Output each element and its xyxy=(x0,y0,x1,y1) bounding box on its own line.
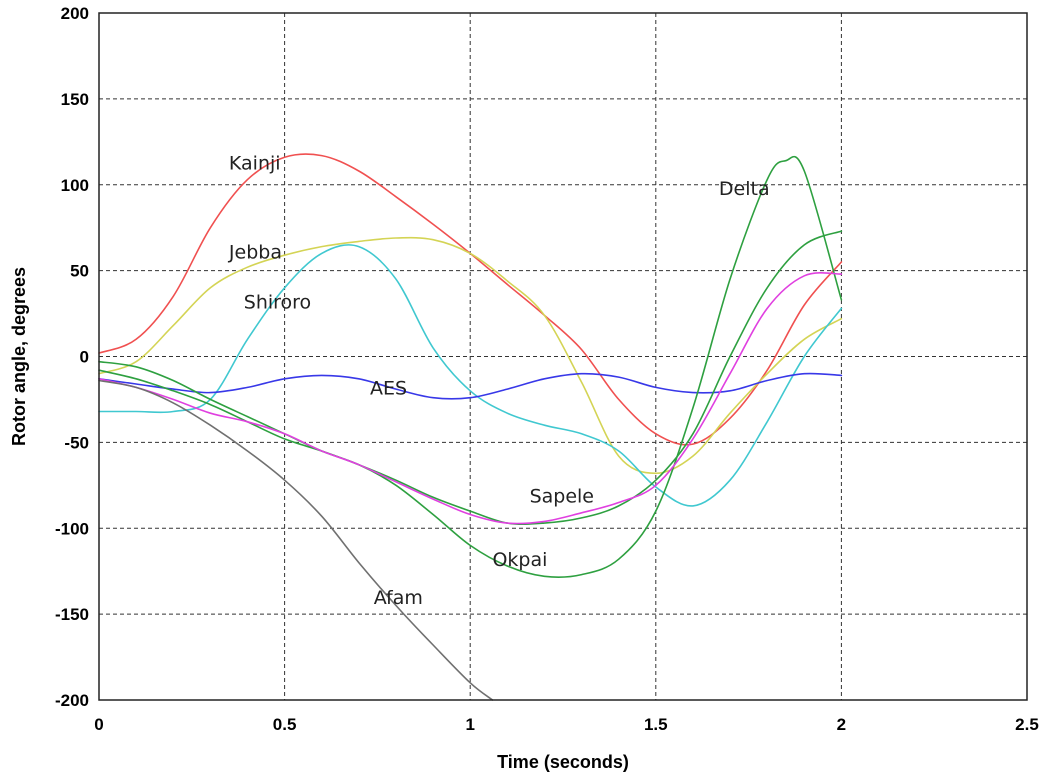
series-line-delta xyxy=(98,155,843,578)
x-axis-title: Time (seconds) xyxy=(497,752,629,772)
tick-labels: 0 0.5 1 1.5 2 2.5 200 150 100 50 0 -50 -100 -150 -200 xyxy=(55,4,1039,734)
y-tick-label: 50 xyxy=(70,262,89,281)
x-tick-label: 2.5 xyxy=(1015,715,1039,734)
x-tick-label: 0 xyxy=(94,715,103,734)
series-label-okpai: Okpai xyxy=(492,549,547,571)
series-line-jebba xyxy=(98,236,843,475)
series-lines xyxy=(98,153,843,701)
series-line-afam xyxy=(98,379,494,701)
series-label-kainji: Kainji xyxy=(229,152,281,174)
series-line-shiroro xyxy=(98,244,843,507)
x-tick-label: 2 xyxy=(837,715,846,734)
y-tick-label: 100 xyxy=(61,176,89,195)
y-tick-label: 0 xyxy=(80,348,89,367)
y-tick-label: 150 xyxy=(61,90,89,109)
series-label-delta: Delta xyxy=(719,178,770,200)
x-tick-label: 1 xyxy=(465,715,474,734)
y-axis-title: Rotor angle, degrees xyxy=(9,267,29,446)
series-labels: Kainji Jebba Shiroro AES Delta Sapele Okpai Afa… xyxy=(228,152,770,609)
y-tick-label: -200 xyxy=(55,691,89,710)
series-label-afam: Afam xyxy=(374,587,423,609)
y-tick-label: -150 xyxy=(55,605,89,624)
y-tick-label: 200 xyxy=(61,4,89,23)
grid-lines xyxy=(99,13,1027,700)
y-tick-label: -100 xyxy=(55,519,89,538)
series-label-aes: AES xyxy=(370,377,407,399)
plot-frame xyxy=(98,12,1028,701)
series-line-okpai xyxy=(98,230,843,526)
series-line-sapele xyxy=(98,272,843,525)
y-tick-label: -50 xyxy=(64,433,89,452)
series-label-sapele: Sapele xyxy=(530,485,594,507)
x-tick-label: 1.5 xyxy=(644,715,668,734)
series-label-jebba: Jebba xyxy=(228,242,282,264)
x-tick-label: 0.5 xyxy=(273,715,297,734)
series-label-shiroro: Shiroro xyxy=(244,291,311,313)
